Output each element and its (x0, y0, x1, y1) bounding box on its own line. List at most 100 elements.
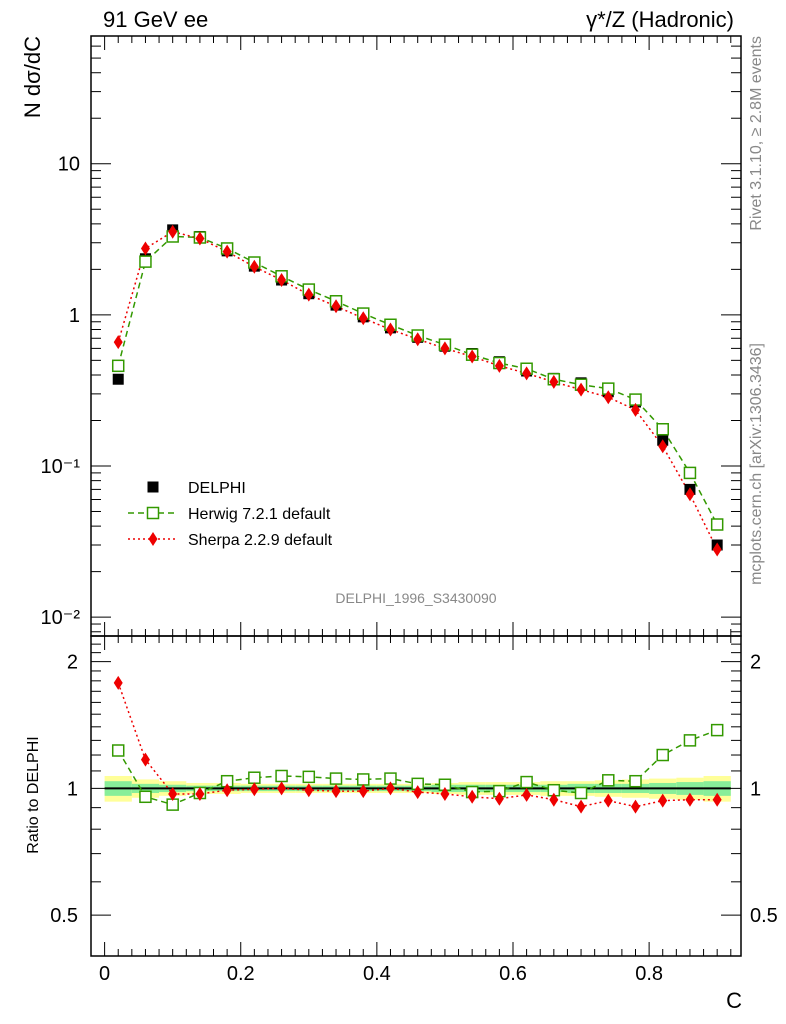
ratio-tick-label-left: 2 (67, 652, 78, 674)
point-sherpa (631, 402, 641, 417)
ratio-point-herwig (139, 790, 152, 804)
point-sherpa (494, 358, 504, 373)
ratio-point-sherpa (467, 789, 477, 804)
series-line-sherpa (117, 230, 718, 550)
point-sherpa (385, 322, 395, 337)
ratio-point-herwig (683, 734, 697, 747)
point-sherpa (222, 244, 232, 259)
ratio-point-herwig (357, 773, 370, 786)
ratio-tick-label-left: 0.5 (50, 905, 78, 927)
ratio-point-sherpa (712, 792, 722, 807)
legend: DELPHI Herwig 7.2.1 default Sherpa 2.2.9 d… (128, 480, 333, 549)
x-tick-label: 0.2 (227, 963, 255, 985)
point-delphi (112, 373, 124, 385)
y-tick-label: 1 (69, 305, 80, 327)
point-herwig (111, 359, 125, 373)
ratio-point-herwig (302, 770, 316, 784)
point-sherpa (712, 542, 722, 557)
ratio-tick-label-right: 2 (750, 652, 761, 674)
point-herwig (683, 466, 697, 480)
ratio-panel: 0 0.2 0.4 0.6 0.8 0.5 0.5 1 1 2 2 (50, 635, 778, 985)
x-tick-label: 0.6 (499, 963, 527, 985)
point-sherpa (440, 341, 450, 356)
legend-marker-sherpa (148, 532, 158, 546)
ratio-point-herwig (710, 723, 724, 737)
point-sherpa (467, 349, 477, 364)
ratio-point-sherpa (222, 783, 232, 798)
ratio-point-herwig (574, 786, 588, 800)
ratio-point-sherpa (549, 792, 559, 807)
ratio-point-sherpa (277, 781, 287, 796)
point-sherpa (522, 366, 532, 381)
ratio-point-sherpa (413, 785, 423, 800)
ratio-point-sherpa (522, 787, 532, 802)
point-sherpa (249, 259, 259, 274)
legend-label-herwig: Herwig 7.2.1 default (188, 506, 331, 523)
header-left: 91 GeV ee (103, 7, 208, 32)
point-sherpa (113, 335, 123, 350)
ratio-point-sherpa (631, 799, 641, 814)
point-sherpa (195, 231, 205, 246)
ratio-tick-label-left: 1 (67, 778, 78, 800)
x-axis-label: C (726, 988, 742, 1013)
ratio-point-herwig (520, 775, 533, 789)
point-herwig (710, 518, 724, 531)
x-tick-label: 0.8 (635, 963, 663, 985)
legend-marker-herwig (146, 506, 160, 520)
ratio-point-sherpa (168, 786, 178, 801)
ratio-tick-label-right: 1 (750, 778, 761, 800)
point-sherpa (658, 439, 668, 454)
ratio-point-sherpa (304, 783, 314, 798)
ratio-point-sherpa (440, 786, 450, 801)
point-herwig (139, 255, 152, 268)
ratio-point-herwig (248, 771, 261, 784)
ratio-point-herwig (602, 774, 615, 787)
ratio-point-herwig (111, 744, 125, 757)
point-sherpa (304, 287, 314, 302)
y-axis-label: N dσ/dC (20, 36, 45, 118)
ratio-point-sherpa (576, 799, 586, 814)
point-herwig (656, 423, 669, 436)
ratio-point-herwig (629, 774, 642, 788)
ratio-point-sherpa (113, 675, 123, 690)
legend-marker-delphi (147, 481, 159, 493)
ratio-point-sherpa (658, 793, 668, 808)
point-sherpa (277, 273, 287, 288)
ratio-point-herwig (275, 769, 288, 783)
point-sherpa (413, 332, 423, 347)
point-sherpa (358, 311, 368, 326)
ratio-point-sherpa (494, 791, 504, 806)
ratio-point-sherpa (385, 781, 395, 796)
point-sherpa (549, 374, 559, 389)
ratio-y-axis-label: Ratio to DELPHI (25, 736, 42, 853)
ratio-point-sherpa (195, 786, 205, 801)
y-tick-label: 10 (58, 154, 80, 176)
point-sherpa (576, 382, 586, 397)
ratio-point-sherpa (603, 793, 613, 808)
ratio-point-sherpa (331, 784, 341, 799)
mcplots-label: mcplots.cern.ch [arXiv:1306.3436] (748, 343, 765, 585)
y-tick-label: 10⁻¹ (41, 456, 81, 478)
point-sherpa (140, 241, 150, 256)
legend-label-sherpa: Sherpa 2.2.9 default (188, 532, 333, 549)
ratio-frame (90, 635, 742, 957)
legend-label-delphi: DELPHI (188, 480, 246, 497)
ratio-point-herwig (329, 772, 343, 785)
point-sherpa (168, 224, 178, 239)
rivet-label: Rivet 3.1.10, ≥ 2.8M events (748, 36, 765, 231)
ratio-point-sherpa (140, 752, 150, 767)
ratio-point-herwig (656, 748, 669, 762)
main-panel: 10⁻² 10⁻¹ 1 10 (41, 35, 742, 637)
x-tick-label: 0 (99, 963, 110, 985)
header-right: γ*/Z (Hadronic) (586, 7, 734, 32)
point-sherpa (685, 487, 695, 502)
y-tick-label: 10⁻² (41, 607, 81, 629)
ratio-tick-label-right: 0.5 (750, 905, 778, 927)
ratio-point-sherpa (685, 792, 695, 807)
watermark: DELPHI_1996_S3430090 (335, 590, 496, 606)
point-sherpa (331, 299, 341, 314)
x-tick-label: 0.4 (363, 963, 391, 985)
point-sherpa (603, 390, 613, 405)
ratio-point-sherpa (358, 784, 368, 799)
